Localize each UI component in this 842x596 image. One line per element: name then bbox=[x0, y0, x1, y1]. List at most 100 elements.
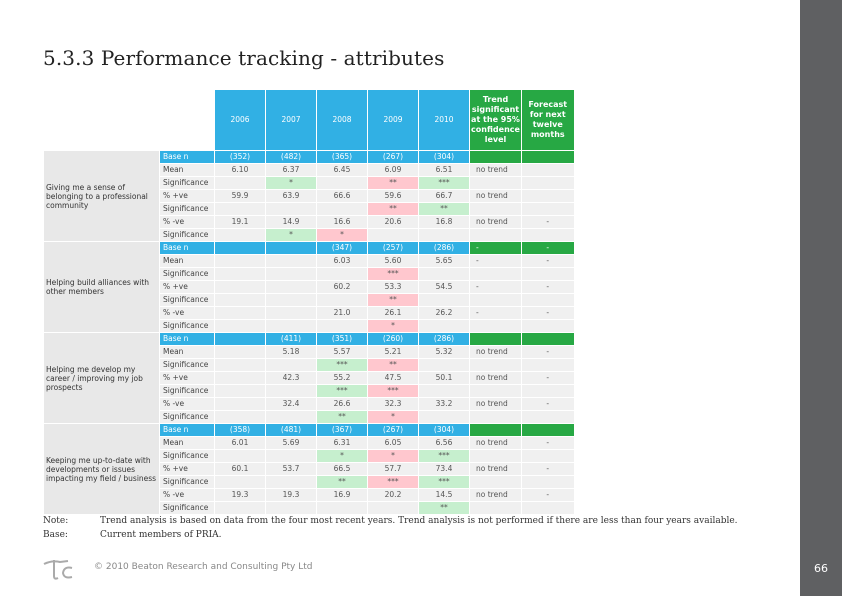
row-label: Significance bbox=[159, 501, 215, 515]
value-cell bbox=[214, 267, 266, 281]
value-cell bbox=[214, 332, 266, 346]
value-cell bbox=[265, 267, 317, 281]
forecast-cell: - bbox=[521, 397, 574, 411]
table-header-row: 2006 2007 2008 2009 2010 Trend significa… bbox=[43, 90, 574, 151]
trend-cell bbox=[469, 202, 522, 216]
row-label: % -ve bbox=[159, 488, 215, 502]
forecast-cell: - bbox=[521, 280, 574, 294]
row-label: % -ve bbox=[159, 306, 215, 320]
value-cell: 19.3 bbox=[214, 488, 266, 502]
value-cell: 6.09 bbox=[367, 163, 419, 177]
forecast-cell: - bbox=[521, 371, 574, 385]
trend-cell bbox=[469, 150, 522, 164]
trend-cell bbox=[469, 293, 522, 307]
value-cell: (257) bbox=[367, 241, 419, 255]
value-cell bbox=[214, 319, 266, 333]
value-cell: ** bbox=[367, 202, 419, 216]
trend-cell: no trend bbox=[469, 462, 522, 476]
value-cell: 60.2 bbox=[316, 280, 368, 294]
value-cell: 60.1 bbox=[214, 462, 266, 476]
trend-cell: - bbox=[469, 254, 522, 268]
value-cell: 16.8 bbox=[418, 215, 470, 229]
header-year: 2007 bbox=[265, 90, 317, 151]
forecast-cell bbox=[521, 384, 574, 398]
value-cell: (304) bbox=[418, 423, 470, 437]
header-year: 2009 bbox=[367, 90, 419, 151]
value-cell: (358) bbox=[214, 423, 266, 437]
table-row: % +ve 59.9 63.9 66.6 59.6 66.7 no trend bbox=[44, 189, 574, 203]
value-cell: (352) bbox=[214, 150, 266, 164]
base-label: Base: bbox=[43, 530, 68, 540]
table-row: % -ve 19.1 14.9 16.6 20.6 16.8 no trend - bbox=[44, 215, 574, 229]
value-cell bbox=[418, 410, 470, 424]
value-cell: 6.01 bbox=[214, 436, 266, 450]
trend-cell bbox=[469, 501, 522, 515]
value-cell bbox=[214, 345, 266, 359]
value-cell: 59.9 bbox=[214, 189, 266, 203]
value-cell: 53.3 bbox=[367, 280, 419, 294]
value-cell: * bbox=[265, 228, 317, 242]
value-cell: (411) bbox=[265, 332, 317, 346]
value-cell bbox=[265, 293, 317, 307]
table-row: Mean 6.01 5.69 6.31 6.05 6.56 no trend - bbox=[44, 436, 574, 450]
value-cell bbox=[265, 410, 317, 424]
trend-cell: no trend bbox=[469, 436, 522, 450]
value-cell: ** bbox=[418, 501, 470, 515]
attribute-label: Giving me a sense of belonging to a prof… bbox=[43, 150, 160, 242]
table-row: Significance ** bbox=[44, 293, 574, 307]
value-cell: ** bbox=[367, 176, 419, 190]
page-number: 66 bbox=[814, 562, 828, 575]
company-logo-icon bbox=[43, 560, 73, 580]
value-cell: (365) bbox=[316, 150, 368, 164]
value-cell: 6.45 bbox=[316, 163, 368, 177]
forecast-cell: - bbox=[521, 306, 574, 320]
value-cell: (286) bbox=[418, 241, 470, 255]
row-label: Significance bbox=[159, 449, 215, 463]
performance-table: 2006 2007 2008 2009 2010 Trend significa… bbox=[43, 90, 574, 515]
value-cell: 5.21 bbox=[367, 345, 419, 359]
value-cell bbox=[214, 371, 266, 385]
header-measure bbox=[159, 90, 215, 151]
value-cell bbox=[316, 202, 368, 216]
value-cell: * bbox=[316, 449, 368, 463]
value-cell bbox=[214, 410, 266, 424]
table-row: % +ve 42.3 55.2 47.5 50.1 no trend - bbox=[44, 371, 574, 385]
table-row: % -ve 19.3 19.3 16.9 20.2 14.5 no trend - bbox=[44, 488, 574, 502]
table-row: Significance ****** bbox=[44, 384, 574, 398]
value-cell: 59.6 bbox=[367, 189, 419, 203]
value-cell: 26.2 bbox=[418, 306, 470, 320]
value-cell: 6.37 bbox=[265, 163, 317, 177]
value-cell bbox=[214, 449, 266, 463]
table-row: Significance *** bbox=[44, 267, 574, 281]
trend-cell: no trend bbox=[469, 189, 522, 203]
row-label: Base n bbox=[159, 241, 215, 255]
value-cell: 66.6 bbox=[316, 189, 368, 203]
forecast-cell: - bbox=[521, 462, 574, 476]
value-cell: 14.5 bbox=[418, 488, 470, 502]
header-forecast: Forecast for next twelve months bbox=[521, 90, 574, 151]
value-cell bbox=[214, 475, 266, 489]
header-year: 2008 bbox=[316, 90, 368, 151]
value-cell: ** bbox=[418, 202, 470, 216]
value-cell: *** bbox=[418, 475, 470, 489]
value-cell: * bbox=[265, 176, 317, 190]
value-cell: 21.0 bbox=[316, 306, 368, 320]
note-row: Note: Trend analysis is based on data fr… bbox=[43, 514, 738, 528]
value-cell: 5.57 bbox=[316, 345, 368, 359]
value-cell: *** bbox=[367, 384, 419, 398]
forecast-cell bbox=[521, 293, 574, 307]
row-label: Significance bbox=[159, 293, 215, 307]
side-bar bbox=[800, 0, 842, 596]
table-row: Significance *** bbox=[44, 410, 574, 424]
trend-cell: no trend bbox=[469, 215, 522, 229]
attribute-label: Keeping me up-to-date with developments … bbox=[43, 423, 160, 515]
value-cell: 6.31 bbox=[316, 436, 368, 450]
value-cell bbox=[214, 384, 266, 398]
trend-cell bbox=[469, 358, 522, 372]
value-cell bbox=[265, 254, 317, 268]
value-cell: 50.1 bbox=[418, 371, 470, 385]
header-year: 2006 bbox=[214, 90, 266, 151]
row-label: % +ve bbox=[159, 462, 215, 476]
value-cell: 19.3 bbox=[265, 488, 317, 502]
forecast-cell: - bbox=[521, 241, 574, 255]
